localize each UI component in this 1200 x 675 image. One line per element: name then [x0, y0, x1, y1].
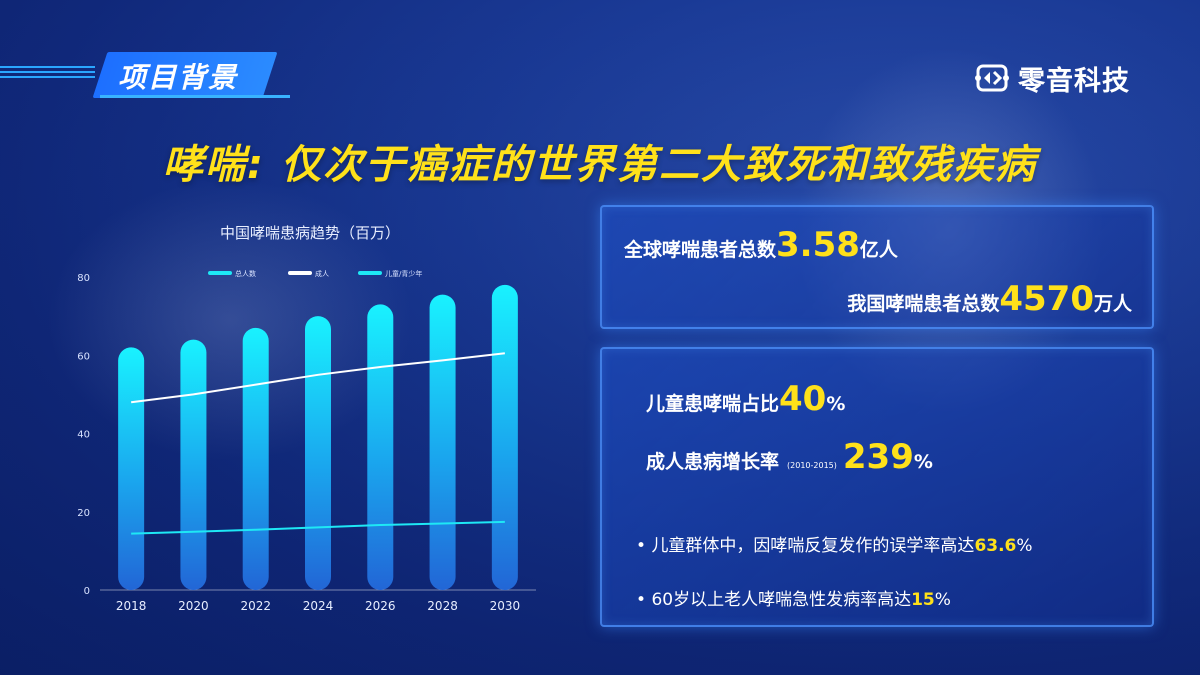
bullet-text: 60岁以上老人哮喘急性发病率高达 — [651, 590, 912, 610]
rate-panel: 儿童患哮喘占比40% 成人患病增长率 (2010-2015) 239% • 儿童群体… — [600, 347, 1154, 627]
section-title: 项目背景 — [118, 61, 239, 94]
china-unit: 万人 — [1093, 293, 1132, 315]
adult-unit: % — [913, 451, 933, 473]
bullet-unit: % — [1016, 536, 1033, 556]
bar — [429, 294, 456, 590]
adult-value: 239 — [842, 437, 914, 477]
legend-swatch — [358, 271, 382, 275]
adult-label: 成人患病增长率 — [646, 451, 780, 473]
x-tick-label: 2028 — [427, 599, 458, 613]
global-unit: 亿人 — [859, 239, 898, 261]
header-decor-lines — [0, 66, 95, 80]
x-tick-label: 2020 — [178, 599, 209, 613]
legend-label: 成人 — [315, 269, 329, 278]
company-logo: 零音科技 — [972, 58, 1130, 98]
global-value: 3.58 — [776, 225, 860, 265]
series-line — [131, 520, 505, 535]
chart-title: 中国哮喘患病趋势（百万） — [220, 224, 401, 242]
y-tick-label: 80 — [77, 273, 90, 284]
bullet-item: • 儿童群体中，因哮喘反复发作的误学率高达63.6% — [636, 536, 1033, 556]
x-tick-label: 2022 — [240, 599, 271, 613]
child-stat: 儿童患哮喘占比40% — [646, 379, 845, 419]
bullet-value: 15 — [911, 590, 935, 610]
x-tick-label: 2026 — [365, 599, 396, 613]
bullet-value: 63.6 — [974, 536, 1017, 556]
y-tick-label: 40 — [77, 430, 90, 441]
y-tick-label: 60 — [77, 351, 90, 362]
series-line — [131, 352, 505, 404]
china-stat: 我国哮喘患者总数4570万人 — [847, 279, 1132, 319]
adult-stat: 成人患病增长率 (2010-2015) 239% — [646, 437, 933, 477]
bullet-text: 儿童群体中，因哮喘反复发作的误学率高达 — [651, 536, 975, 556]
x-tick-label: 2030 — [490, 599, 521, 613]
legend-swatch — [208, 271, 232, 275]
child-label: 儿童患哮喘占比 — [646, 393, 780, 415]
bar — [367, 304, 394, 590]
china-label: 我国哮喘患者总数 — [847, 293, 1000, 315]
legend-swatch — [288, 271, 312, 275]
bar — [491, 284, 518, 590]
adult-period: (2010-2015) — [787, 461, 837, 470]
logo-text: 零音科技 — [1018, 65, 1130, 97]
bar — [305, 316, 331, 590]
trend-chart: 0 20 40 60 80 2018 2020 2022 2024 2026 2028 2030 总人数… — [77, 269, 536, 613]
y-tick-label: 0 — [84, 586, 90, 597]
global-stat: 全球哮喘患者总数3.58亿人 — [624, 225, 898, 265]
header-underline — [100, 95, 290, 98]
legend-label: 儿童/青少年 — [385, 269, 422, 278]
china-value: 4570 — [999, 279, 1094, 319]
patient-total-panel: 全球哮喘患者总数3.58亿人 我国哮喘患者总数4570万人 — [600, 205, 1154, 329]
logo-icon — [975, 64, 1009, 92]
y-tick-label: 20 — [77, 508, 90, 519]
child-unit: % — [826, 393, 846, 415]
global-label: 全球哮喘患者总数 — [624, 239, 777, 261]
bar — [118, 347, 145, 590]
x-tick-label: 2018 — [116, 599, 147, 613]
legend-label: 总人数 — [235, 269, 256, 278]
bullet-item: • 60岁以上老人哮喘急性发病率高达15% — [636, 590, 951, 610]
child-value: 40 — [779, 379, 827, 419]
bar — [180, 339, 207, 590]
headline: 哮喘: 仅次于癌症的世界第二大致死和致残疾病 — [163, 142, 1037, 188]
x-tick-label: 2024 — [303, 599, 334, 613]
bullet-unit: % — [934, 590, 951, 610]
bar — [242, 327, 269, 590]
